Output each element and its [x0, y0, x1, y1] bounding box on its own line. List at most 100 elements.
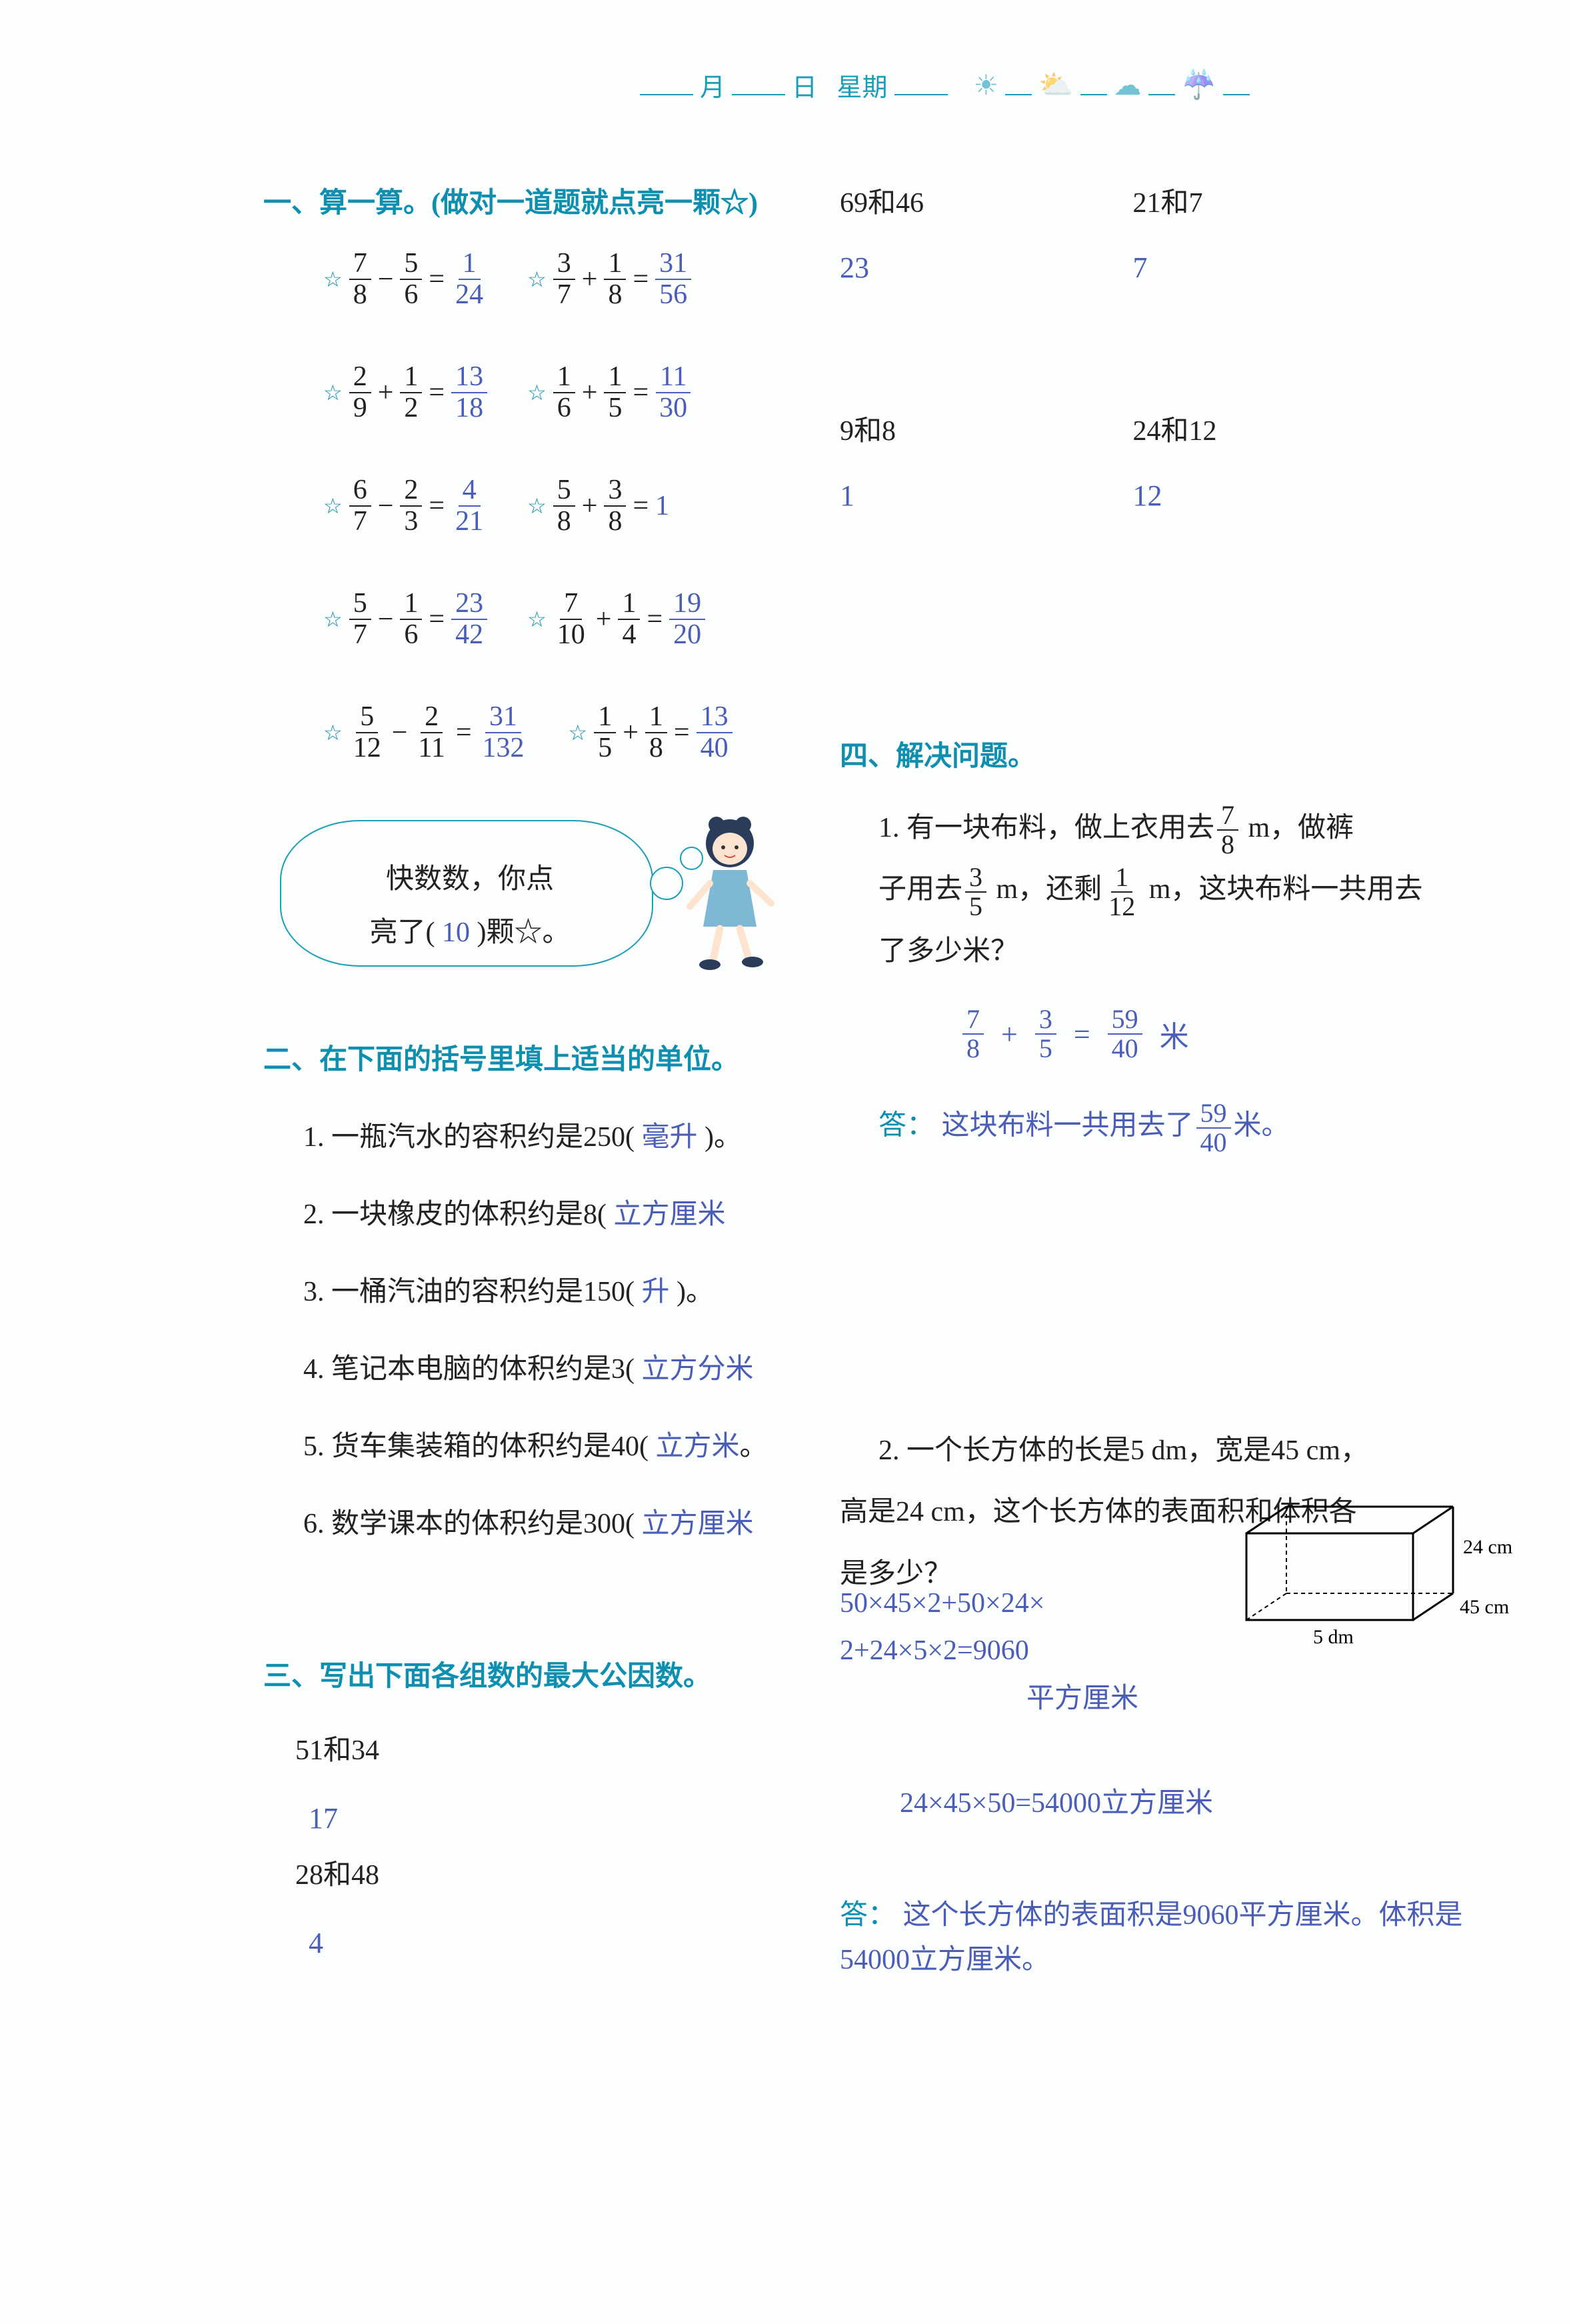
star-icon: ☆: [323, 720, 343, 745]
gcf-row-1: 51和34 17 28和48 4: [263, 1711, 810, 1960]
equation: ☆ 15 + 18 = 1340: [569, 702, 733, 762]
gcf-answer: 12: [1133, 479, 1420, 513]
calc-line: 50×45×2+50×24×: [840, 1588, 1044, 1619]
unit-question: 5. 货车集装箱的体积约是40( 立方米。: [303, 1423, 810, 1464]
month-label: 月: [700, 67, 725, 103]
fraction: 38: [604, 475, 626, 535]
equation: ☆ 16 + 15 = 1130: [527, 362, 691, 422]
p2-surface-calc: 50×45×2+50×24× 2+24×5×2=9060 平方厘米: [840, 1580, 1240, 1723]
answer-label: 答：: [878, 1111, 934, 1141]
fraction: 35: [965, 863, 986, 921]
cloud-text: 快数数，你点 亮了( 10 )颗☆。: [327, 853, 613, 960]
weekday-label: 星期: [837, 67, 888, 103]
question-suffix: )。: [677, 1277, 714, 1307]
day-label: 日: [792, 67, 817, 103]
equals-sign: =: [1074, 1017, 1090, 1051]
cloud-answer: 10: [435, 917, 477, 948]
weather-blank-4[interactable]: [1223, 75, 1250, 95]
gcf-answer: 17: [309, 1801, 535, 1835]
star-icon: ☆: [527, 380, 547, 405]
fraction: 35: [1035, 1005, 1056, 1063]
equation: ☆ 37 + 18 = 3156: [527, 249, 691, 309]
unit-question: 3. 一桶汽油的容积约是150( 升 )。: [303, 1269, 810, 1309]
question-number: 2.: [303, 1199, 331, 1230]
unit-question: 6. 数学课本的体积约是300( 立方厘米: [303, 1501, 810, 1541]
operator: +: [596, 603, 612, 635]
equation: ☆ 58 + 38 = 1: [527, 475, 669, 535]
equals-sign: =: [429, 603, 445, 635]
right-column: 69和46 23 21和7 7 9和8 1 24和12 12: [840, 180, 1520, 513]
gcf-question: 21和7: [1133, 180, 1420, 221]
p1-text: m，这块布料一共用去: [1142, 874, 1422, 905]
equals-sign: =: [647, 603, 663, 635]
month-blank[interactable]: [640, 75, 693, 95]
page-header: 月 日 星期 ☀ ⛅ ☁ ☔: [640, 67, 1250, 103]
gcf-pair: 9和8 1: [840, 408, 1126, 513]
equals-sign: =: [674, 717, 690, 749]
weekday-blank[interactable]: [894, 75, 948, 95]
equals-sign: =: [633, 263, 649, 295]
fraction: 56: [400, 249, 422, 309]
star-icon: ☆: [323, 267, 343, 292]
cloud-bubble-area: 快数数，你点 亮了( 10 )颗☆。: [280, 820, 780, 987]
gcf-row-right-bottom: 9和8 1 24和12 12: [840, 408, 1520, 513]
star-icon: ☆: [323, 493, 343, 519]
svg-text:24 cm: 24 cm: [1463, 1536, 1512, 1558]
gcf-question: 51和34: [295, 1727, 535, 1768]
section-4: 四、解决问题。 1. 有一块布料，做上衣用去78 m，做裤 子用去35 m，还剩…: [840, 733, 1540, 1157]
equation: ☆ 512 − 211 = 31132: [323, 702, 529, 762]
section-4-title: 四、解决问题。: [840, 733, 1540, 774]
section-2-title: 二、在下面的括号里填上适当的单位。: [263, 1037, 810, 1077]
p2-volume-calc: 24×45×50=54000立方厘米: [900, 1780, 1213, 1821]
unit-answer: 升: [635, 1277, 677, 1307]
equation: ☆ 67 − 23 = 421: [323, 475, 487, 535]
operator: +: [582, 263, 598, 295]
answer-label: 答：: [840, 1900, 896, 1931]
operator: −: [378, 263, 394, 295]
question-number: 3.: [303, 1277, 331, 1307]
unit-questions: 1. 一瓶汽水的容积约是250( 毫升 )。2. 一块橡皮的体积约是8( 立方厘…: [263, 1114, 810, 1541]
section-3: 三、写出下面各组数的最大公因数。 51和34 17 28和48 4: [263, 1653, 810, 1960]
operator: +: [623, 717, 639, 749]
fraction: 37: [553, 249, 575, 309]
equation-row: ☆ 29 + 12 = 1318 ☆ 16 + 15 = 1130: [323, 354, 863, 431]
equation-answer: 1318: [451, 362, 487, 422]
p1-text: m，做裤: [1241, 813, 1354, 843]
cloud-prefix: 亮了(: [370, 917, 435, 948]
calc-line: 平方厘米: [1026, 1683, 1138, 1714]
weather-blank-1[interactable]: [1005, 75, 1032, 95]
fraction: 58: [553, 475, 575, 535]
fraction: 14: [618, 589, 640, 649]
unit-answer: 立方米: [649, 1431, 740, 1462]
fraction: 112: [1104, 863, 1139, 921]
fraction: 18: [645, 702, 667, 762]
fraction: 710: [553, 589, 589, 649]
gcf-pair: 21和7 7: [1133, 180, 1420, 285]
fraction: 211: [414, 702, 449, 762]
equation-answer: 421: [451, 475, 487, 535]
fraction: 67: [349, 475, 371, 535]
equation-answer: 1920: [669, 589, 705, 649]
partly-cloudy-icon: ⛅: [1038, 69, 1073, 101]
equation-grid: ☆ 78 − 56 = 124 ☆ 37 + 18 = 3156 ☆ 29 + …: [323, 241, 863, 771]
p2-answer: 答： 这个长方体的表面积是9060平方厘米。体积是54000立方厘米。: [840, 1893, 1520, 1983]
gcf-row-right-top: 69和46 23 21和7 7: [840, 180, 1520, 285]
cuboid-diagram: 24 cm 45 cm 5 dm: [1240, 1500, 1513, 1660]
operator: −: [378, 490, 394, 522]
star-icon: ☆: [527, 493, 547, 519]
gcf-answer: 1: [840, 479, 1126, 513]
fraction: 78: [349, 249, 371, 309]
fraction: 78: [962, 1005, 984, 1063]
unit-answer: 毫升: [635, 1122, 705, 1153]
day-blank[interactable]: [732, 75, 785, 95]
weather-blank-2[interactable]: [1080, 75, 1107, 95]
equation-answer: 3156: [655, 249, 691, 309]
equation-answer: 31132: [479, 702, 529, 762]
weather-blank-3[interactable]: [1148, 75, 1175, 95]
rain-icon: ☔: [1182, 69, 1216, 101]
answer-text: 这个长方体的表面积是9060平方厘米。体积是54000立方厘米。: [840, 1900, 1463, 1975]
fraction: 12: [400, 362, 422, 422]
equation-answer: 2342: [451, 589, 487, 649]
calc-line: 24×45×50=54000立方厘米: [900, 1788, 1213, 1819]
cloud-icon: ☁: [1114, 69, 1142, 102]
